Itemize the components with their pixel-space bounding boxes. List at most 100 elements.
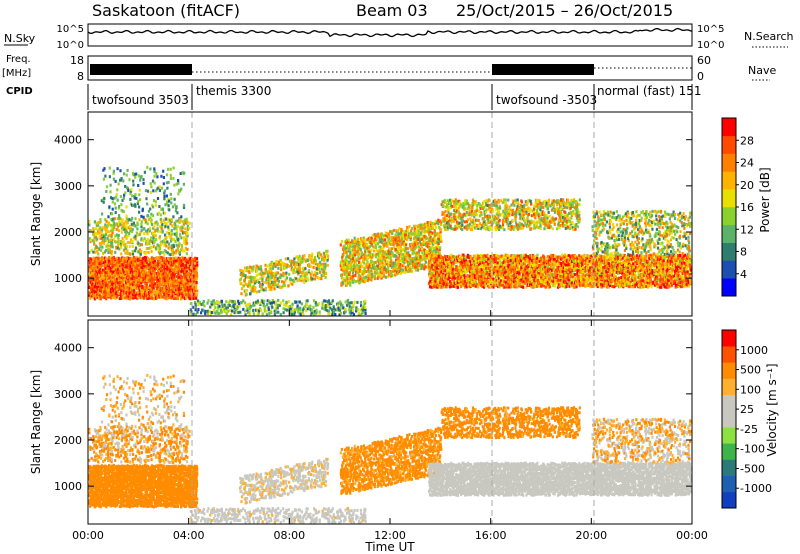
power-cell-1150 (165, 285, 168, 289)
power-cell-2137 (108, 175, 111, 179)
power-cell-941 (150, 265, 153, 269)
nsky-frame (87, 23, 693, 47)
power-cell-1854 (134, 237, 137, 241)
power-cell-93 (94, 269, 97, 273)
power-cell-1288 (173, 266, 176, 269)
power-cell-877 (147, 294, 150, 298)
power-cell-2785 (345, 250, 348, 254)
power-cell-1252 (171, 272, 174, 276)
power-cell-884 (147, 276, 150, 280)
power-cell-715 (135, 271, 138, 275)
power-cell-270 (106, 295, 109, 299)
power-cell-323 (110, 296, 113, 300)
power-cell-1494 (188, 282, 191, 286)
power-cell-1472 (186, 258, 189, 262)
power-cell-2115 (186, 232, 189, 236)
power-cell-1399 (181, 279, 184, 283)
power-cell-2711 (364, 312, 367, 315)
power-cell-2136 (109, 183, 112, 187)
power-cell-1479 (187, 281, 190, 285)
power-cell-1266 (172, 284, 175, 288)
power-cell-999 (155, 287, 158, 291)
power-cell-676 (133, 282, 136, 286)
power-cell-935 (150, 278, 153, 282)
power-cell-2364 (208, 310, 211, 314)
power-cell-2172 (122, 179, 125, 183)
power-cell-4441 (487, 257, 490, 261)
power-cell-1737 (111, 245, 114, 249)
power-cell-1663 (98, 234, 101, 238)
power-cell-3213 (386, 267, 390, 271)
power-cell-2138 (108, 166, 111, 170)
power-cell-2491 (264, 305, 267, 308)
freq-block-2 (492, 64, 594, 75)
power-cell-2159 (117, 182, 120, 186)
power-cell-3857 (433, 282, 436, 286)
power-cell-2312 (176, 211, 179, 215)
power-cell-3845 (431, 255, 434, 259)
power-cell-199 (100, 258, 104, 262)
power-cell-1327 (177, 283, 180, 287)
power-cell-987 (153, 271, 157, 275)
power-cell-1100 (162, 277, 165, 281)
power-cell-2526 (282, 311, 285, 315)
power-cell-465 (120, 296, 123, 300)
power-cell-2147 (112, 169, 115, 173)
power-cell-993 (153, 259, 156, 263)
power-cell-495 (120, 269, 123, 273)
power-cell-3749 (434, 226, 437, 229)
power-cell-164 (99, 267, 102, 271)
power-cell-1568 (192, 274, 195, 278)
power-cell-1460 (186, 293, 189, 297)
power-cell-1875 (139, 252, 142, 256)
power-cell-1369 (179, 267, 182, 271)
power-cell-1834 (129, 238, 133, 242)
power-cell-1094 (161, 290, 165, 294)
power-cell-42 (90, 278, 93, 282)
power-cell-2198 (132, 171, 135, 175)
power-cell-1764 (116, 246, 119, 250)
power-cell-2107 (186, 241, 189, 245)
power-cell-1795 (123, 243, 126, 247)
power-cell-1265 (172, 287, 175, 290)
power-cell-1856 (134, 224, 137, 228)
power-cell-901 (147, 270, 151, 274)
power-cell-245 (104, 274, 107, 277)
power-cell-237 (104, 291, 107, 295)
power-cell-1461 (186, 289, 189, 293)
power-cell-1627 (92, 227, 95, 231)
power-cell-2322 (180, 215, 183, 219)
power-cell-1694 (104, 228, 107, 232)
power-cell-3693 (429, 220, 432, 224)
power-cell-2074 (179, 218, 182, 222)
power-cell-303 (108, 264, 111, 268)
power-cell-3664 (426, 221, 429, 224)
power-cell-701 (134, 261, 137, 265)
power-cell-349 (111, 279, 114, 283)
power-cell-819 (142, 269, 145, 272)
power-cell-748 (138, 273, 141, 277)
power-cell-605 (128, 297, 132, 301)
power-cell-2712 (364, 308, 367, 312)
power-cell-1647 (96, 249, 99, 253)
power-cell-2245 (152, 205, 155, 209)
power-cell-72 (93, 282, 96, 286)
power-cell-863 (145, 288, 148, 292)
power-cell-2151 (114, 206, 117, 210)
power-cell-675 (133, 286, 136, 290)
power-cell-1217 (169, 261, 172, 265)
nsearch-tick-bottom: 10^0 (697, 40, 724, 51)
power-cell-1219 (168, 257, 171, 260)
power-cell-550 (124, 263, 127, 267)
power-cell-3092 (375, 268, 378, 272)
power-cell-1480 (187, 279, 190, 283)
power-cell-491 (120, 278, 123, 282)
power-cell-627 (129, 286, 132, 290)
power-cell-654 (131, 256, 134, 260)
power-cell-1808 (125, 247, 128, 251)
power-cell-2293 (167, 204, 170, 208)
power-cell-171 (99, 295, 102, 299)
power-cell-622 (129, 257, 132, 261)
power-cell-518 (122, 257, 125, 261)
power-cell-1760 (115, 228, 118, 232)
